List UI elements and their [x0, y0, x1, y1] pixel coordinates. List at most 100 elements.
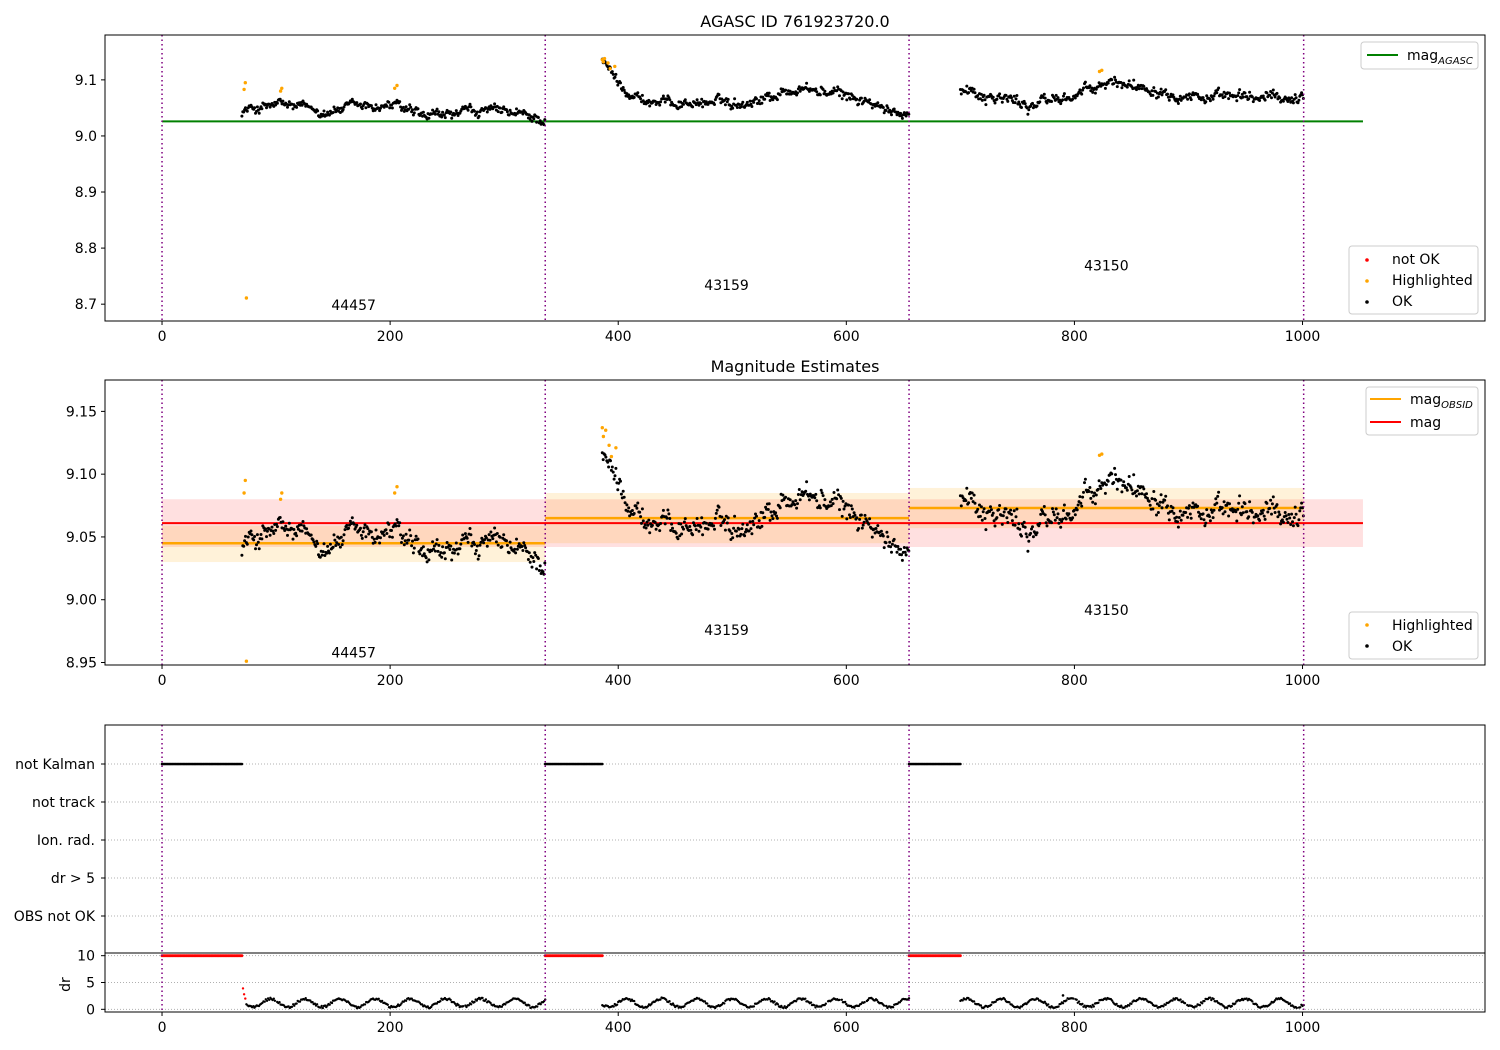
- ok-point: [671, 526, 674, 530]
- ok-point: [475, 544, 479, 548]
- ok-point: [1014, 97, 1018, 101]
- dr-point: [1171, 999, 1174, 1002]
- dr-point: [453, 1002, 457, 1005]
- ok-point: [399, 533, 403, 537]
- ok-point: [528, 117, 532, 121]
- ok-point: [320, 553, 324, 557]
- ok-point: [757, 519, 761, 523]
- ok-point: [363, 523, 367, 527]
- ok-point: [700, 516, 704, 520]
- ok-point: [284, 524, 288, 528]
- ok-point: [643, 523, 647, 527]
- ok-point: [744, 530, 747, 534]
- ok-point: [1014, 515, 1018, 519]
- ok-point: [1270, 96, 1273, 100]
- ok-point: [445, 541, 449, 544]
- ok-point: [1275, 503, 1279, 507]
- ok-point: [849, 504, 853, 508]
- ok-point: [425, 560, 429, 564]
- ok-point: [659, 100, 663, 104]
- ok-point: [513, 547, 517, 551]
- ok-point: [385, 532, 389, 535]
- ok-point: [1130, 488, 1134, 492]
- ok-point: [775, 98, 779, 102]
- highlighted-point: [609, 454, 614, 459]
- ok-point: [841, 499, 845, 503]
- ok-point: [1114, 473, 1117, 477]
- highlighted-point: [395, 485, 399, 489]
- ok-point: [254, 547, 257, 551]
- ok-point: [426, 548, 430, 552]
- ok-point: [842, 507, 846, 511]
- ok-point: [1091, 500, 1095, 504]
- ok-point: [437, 110, 441, 114]
- ok-point: [485, 110, 489, 114]
- ok-point: [1151, 93, 1155, 97]
- dr-point: [380, 999, 384, 1003]
- ok-point: [640, 93, 644, 97]
- x-tick-label: 400: [605, 673, 632, 689]
- ok-point: [619, 81, 622, 85]
- dr-point: [1083, 1004, 1086, 1007]
- ok-point: [352, 522, 356, 526]
- ok-point: [757, 99, 761, 103]
- ok-point: [278, 516, 282, 519]
- ok-point: [1088, 486, 1092, 489]
- y-tick-label: 8.95: [66, 655, 97, 671]
- ok-point: [433, 549, 437, 553]
- dr-point: [1288, 1002, 1292, 1005]
- ok-point: [796, 502, 799, 506]
- ok-point: [255, 543, 258, 547]
- ok-point: [534, 553, 538, 557]
- ok-point: [465, 536, 469, 540]
- dr-point: [967, 996, 970, 1000]
- ok-point: [1067, 512, 1071, 516]
- ok-point: [369, 104, 373, 108]
- flag-row-label: Ion. rad.: [37, 833, 95, 849]
- ok-point: [874, 527, 878, 530]
- dr-point: [990, 1003, 993, 1006]
- dr-point: [1230, 1004, 1234, 1008]
- ok-point: [907, 112, 911, 116]
- ok-point: [882, 546, 886, 550]
- ok-point: [479, 540, 483, 544]
- ok-point: [350, 516, 354, 520]
- ok-point: [1297, 98, 1301, 102]
- ok-point: [1013, 101, 1017, 105]
- ok-point: [775, 516, 779, 520]
- ok-point: [688, 525, 692, 528]
- ok-point: [463, 532, 467, 536]
- ok-point: [1250, 95, 1254, 99]
- ok-point: [1071, 97, 1075, 101]
- ok-point: [477, 114, 481, 118]
- ok-point: [667, 512, 671, 516]
- dr-point: [1201, 1002, 1204, 1005]
- dr-point: [504, 1003, 507, 1006]
- ok-point: [666, 508, 670, 512]
- ok-point: [611, 470, 615, 474]
- ok-point: [491, 537, 495, 541]
- ok-point: [1022, 520, 1026, 524]
- highlighted-point: [278, 89, 283, 93]
- ok-point: [505, 110, 509, 114]
- ok-point: [348, 519, 352, 523]
- ok-point: [737, 103, 741, 106]
- ok-point: [984, 528, 988, 532]
- ok-point: [1000, 100, 1004, 104]
- y-tick-label: 8.9: [75, 185, 97, 201]
- ok-point: [1145, 496, 1149, 500]
- ok-point: [670, 522, 674, 526]
- ok-point: [689, 528, 693, 532]
- ok-point: [1029, 531, 1033, 535]
- ok-point: [1124, 486, 1128, 490]
- dr-point: [244, 997, 247, 1000]
- ok-point: [1092, 494, 1096, 498]
- y-tick-label: 9.0: [75, 129, 97, 145]
- ok-point: [456, 114, 460, 117]
- ok-point: [1093, 491, 1096, 495]
- ok-point: [1057, 521, 1061, 525]
- dr-point: [523, 1001, 526, 1004]
- ok-point: [1202, 518, 1206, 522]
- ok-point: [760, 101, 764, 105]
- x-tick-label: 0: [158, 673, 167, 689]
